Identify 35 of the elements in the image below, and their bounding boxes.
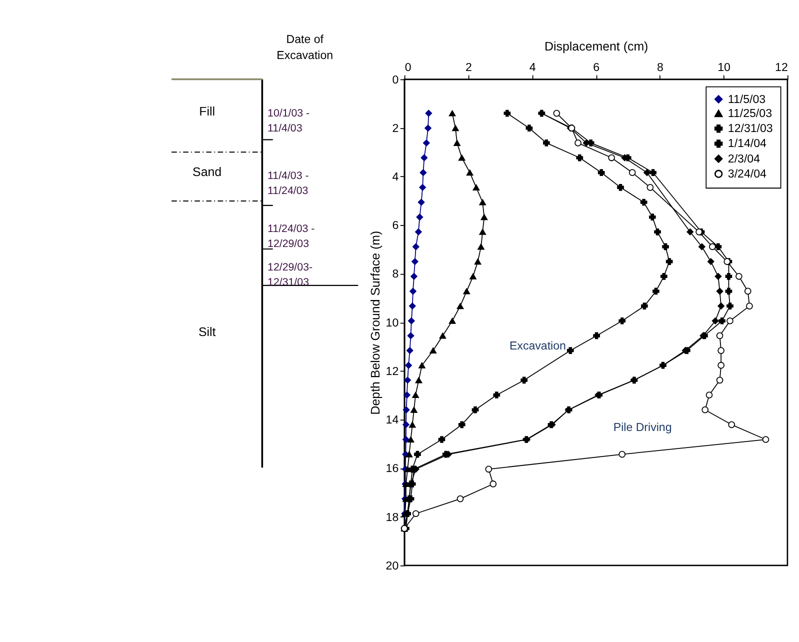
x-tick-label: 2 [465, 62, 472, 74]
text: Fill [199, 104, 216, 119]
legend-label: 1/14/04 [728, 138, 767, 150]
annotation: Pile Driving [613, 422, 672, 434]
y-tick-label: 6 [392, 220, 399, 232]
x-tick-label: 10 [718, 62, 730, 74]
y-tick-label: 16 [386, 463, 399, 476]
legend-label: 11/25/03 [728, 108, 772, 120]
y-tick-label: 18 [386, 512, 399, 524]
x-tick-label: 0 [404, 62, 412, 74]
annotation: Excavation [509, 340, 566, 352]
text: 10/1/03 - 11/4/03 [268, 108, 310, 135]
legend-label: 2/3/04 [728, 153, 761, 166]
y-tick-label: 0 [392, 74, 399, 86]
legend-label: 3/24/04 [728, 168, 767, 180]
y-tick-label: 20 [386, 560, 399, 572]
legend-label: 11/5/03 [728, 94, 766, 106]
legend-label: 12/31/03 [728, 123, 773, 136]
x-tick-label: 8 [656, 62, 664, 74]
x-tick-label: 12 [775, 62, 788, 74]
x-tick-label: 4 [529, 62, 536, 74]
text: 11/24/03 - 12/29/03 [268, 223, 316, 250]
y-tick-label: 12 [386, 366, 399, 378]
x-axis-title: Displacement (cm) [544, 39, 648, 54]
y-tick-label: 8 [392, 268, 399, 281]
text: Date of Excavation [276, 34, 334, 62]
x-tick-label: 6 [593, 62, 600, 74]
y-tick-label: 4 [392, 171, 400, 184]
y-tick-label: 10 [386, 317, 399, 330]
text: Sand [192, 165, 222, 180]
y-tick-label: 14 [386, 414, 400, 427]
text: 11/4/03 - 11/24/03 [268, 170, 310, 197]
y-axis-title: Depth Below Ground Surface (m) [368, 230, 383, 415]
y-tick-label: 2 [392, 122, 399, 135]
text: Silt [198, 325, 216, 340]
